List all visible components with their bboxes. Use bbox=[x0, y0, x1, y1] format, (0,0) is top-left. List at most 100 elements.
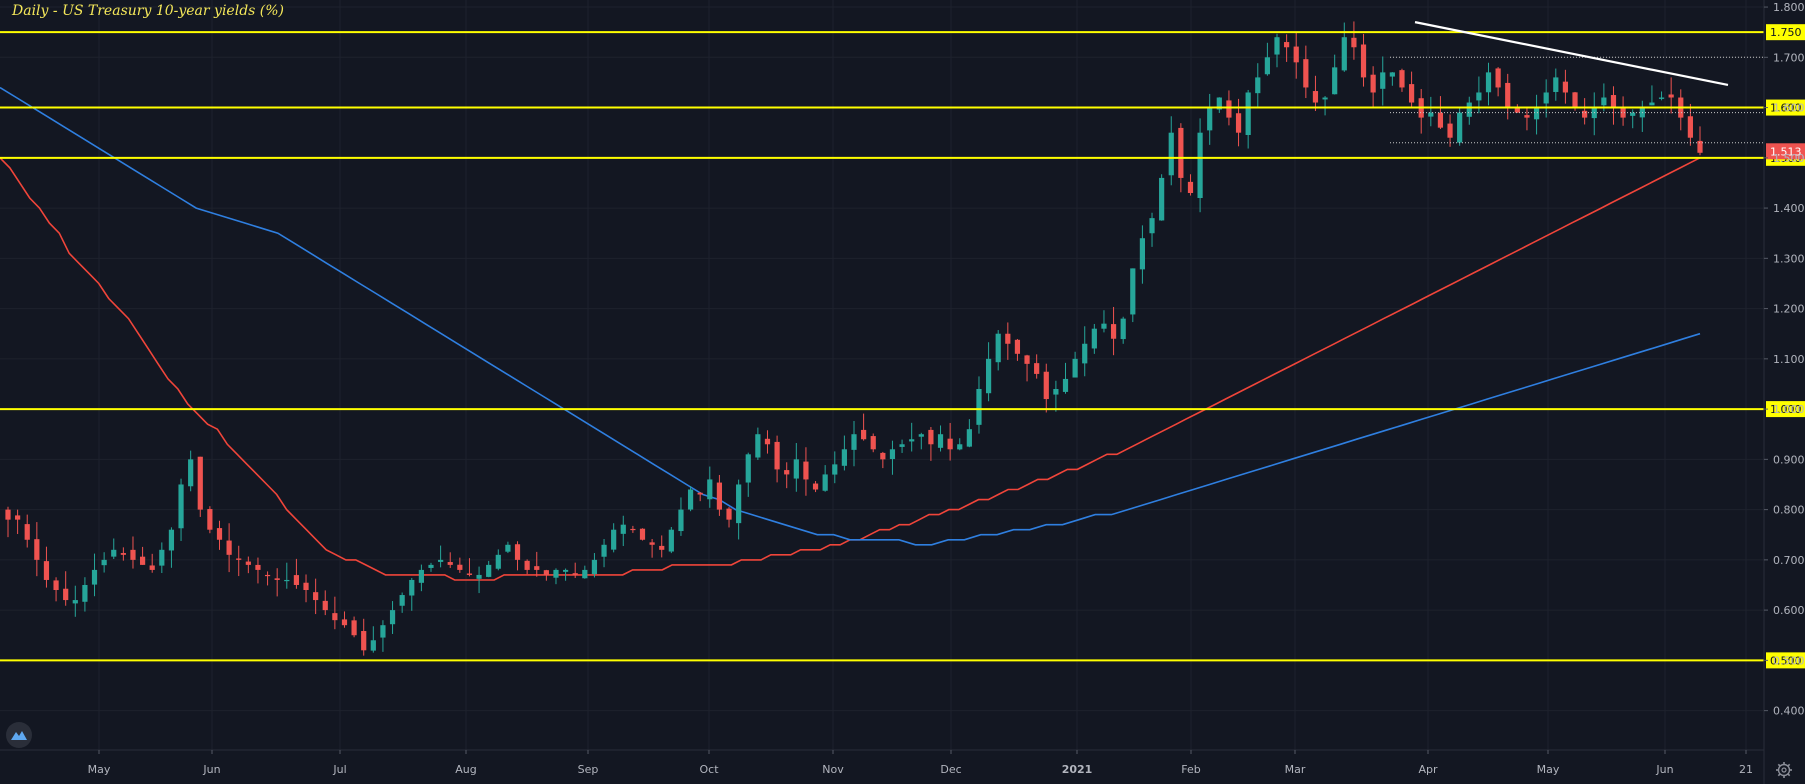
candle-body bbox=[889, 449, 896, 460]
candle-body bbox=[880, 452, 886, 460]
candle-body bbox=[784, 470, 790, 475]
candle-body bbox=[1697, 140, 1703, 153]
candle-body bbox=[1668, 94, 1674, 98]
candle-body bbox=[505, 544, 511, 552]
candle-body bbox=[1139, 238, 1146, 270]
x-tick-label: Nov bbox=[822, 763, 844, 776]
level-badge bbox=[1766, 99, 1805, 116]
candle-body bbox=[226, 540, 232, 555]
candle-body bbox=[1649, 102, 1655, 106]
candle-body bbox=[264, 574, 271, 577]
candle-body bbox=[1562, 81, 1569, 93]
x-tick-label: Apr bbox=[1418, 763, 1438, 776]
trendline-layer bbox=[1414, 21, 1729, 87]
candle-body bbox=[120, 553, 126, 555]
candle-body bbox=[957, 444, 963, 450]
level-badge bbox=[1766, 401, 1805, 418]
candle-body bbox=[139, 556, 146, 565]
candle-body bbox=[1360, 44, 1367, 78]
last-price-label: 1.513 bbox=[1770, 145, 1802, 158]
candle-body bbox=[197, 456, 203, 510]
x-tick-label: Mar bbox=[1285, 763, 1306, 776]
y-tick-label: 1.600 bbox=[1773, 102, 1805, 115]
level-badge bbox=[1766, 652, 1805, 669]
candle-body bbox=[1428, 112, 1434, 117]
y-tick-label: 1.500 bbox=[1773, 152, 1805, 165]
chart-title: Daily - US Treasury 10-year yields (%) bbox=[12, 3, 285, 19]
x-tick-label: Sep bbox=[578, 763, 599, 776]
candle-body bbox=[236, 558, 242, 560]
candle-body bbox=[101, 559, 107, 566]
candle-body bbox=[1389, 72, 1395, 77]
candle-body bbox=[111, 549, 117, 557]
candle-body bbox=[1226, 100, 1232, 118]
y-tick-label: 0.700 bbox=[1773, 554, 1805, 567]
gear-icon[interactable] bbox=[1775, 761, 1793, 779]
candle-body bbox=[63, 588, 69, 601]
candle-body bbox=[1264, 57, 1270, 75]
candle-body bbox=[909, 439, 915, 442]
y-tick-label: 0.500 bbox=[1773, 654, 1805, 667]
candle-body bbox=[361, 631, 367, 651]
candle-body bbox=[514, 544, 521, 560]
candle-body bbox=[1408, 84, 1415, 103]
candle-body bbox=[1687, 116, 1693, 138]
candle-body bbox=[1159, 177, 1165, 221]
candle-body bbox=[928, 429, 934, 445]
candle-body bbox=[678, 509, 684, 532]
candle-body bbox=[1082, 343, 1088, 364]
candle-body bbox=[293, 575, 300, 585]
candle-body bbox=[1101, 323, 1107, 329]
candle-body bbox=[418, 569, 424, 583]
tradingview-logo-icon[interactable] bbox=[6, 722, 32, 748]
candle-body bbox=[649, 542, 655, 545]
x-tick-label: Jun bbox=[202, 763, 220, 776]
candle-body bbox=[1187, 181, 1194, 193]
x-tick-label: May bbox=[1537, 763, 1560, 776]
candle-body bbox=[1072, 358, 1078, 378]
y-tick-label: 1.800 bbox=[1773, 1, 1805, 14]
candle-body bbox=[639, 528, 646, 540]
candle-body bbox=[918, 434, 924, 437]
candle-body bbox=[572, 573, 578, 575]
candle-body bbox=[1293, 46, 1299, 63]
candle-body bbox=[1255, 77, 1261, 94]
candle-body bbox=[947, 438, 953, 450]
candle-body bbox=[34, 539, 40, 560]
candle-body bbox=[1062, 378, 1069, 392]
candle-body bbox=[168, 529, 175, 551]
candle-body bbox=[861, 429, 867, 440]
candle-body bbox=[82, 584, 88, 602]
candle-body bbox=[1610, 95, 1617, 108]
x-tick-label: 2021 bbox=[1062, 763, 1093, 776]
candle-body bbox=[870, 436, 876, 450]
candle-body bbox=[1245, 92, 1251, 136]
y-tick-label: 1.000 bbox=[1773, 403, 1805, 416]
y-tick-label: 0.900 bbox=[1773, 453, 1805, 466]
candle-body bbox=[630, 528, 636, 531]
level-badge-label: 1.000 bbox=[1770, 403, 1802, 416]
candle-body bbox=[370, 640, 376, 651]
candle-body bbox=[1457, 112, 1463, 143]
candle-body bbox=[591, 559, 598, 575]
level-badge bbox=[1766, 24, 1805, 41]
candle-body bbox=[216, 528, 223, 540]
y-tick-label: 1.700 bbox=[1773, 51, 1805, 64]
candle-body bbox=[1091, 328, 1097, 349]
y-tick-label: 1.200 bbox=[1773, 303, 1805, 316]
level-badge-label: 1.600 bbox=[1770, 102, 1802, 115]
candle-body bbox=[1130, 268, 1136, 315]
candle-body bbox=[1620, 107, 1626, 118]
candle-body bbox=[1168, 132, 1174, 176]
candle-body bbox=[303, 582, 309, 591]
candle-body bbox=[793, 459, 799, 479]
candle-body bbox=[476, 574, 482, 579]
y-tick-label: 0.600 bbox=[1773, 604, 1805, 617]
candle-body bbox=[91, 569, 98, 585]
candle-body bbox=[803, 461, 809, 480]
candle-body bbox=[562, 569, 569, 572]
candle-body bbox=[457, 564, 463, 570]
candle-body bbox=[1447, 123, 1453, 138]
candle-body bbox=[620, 524, 626, 534]
